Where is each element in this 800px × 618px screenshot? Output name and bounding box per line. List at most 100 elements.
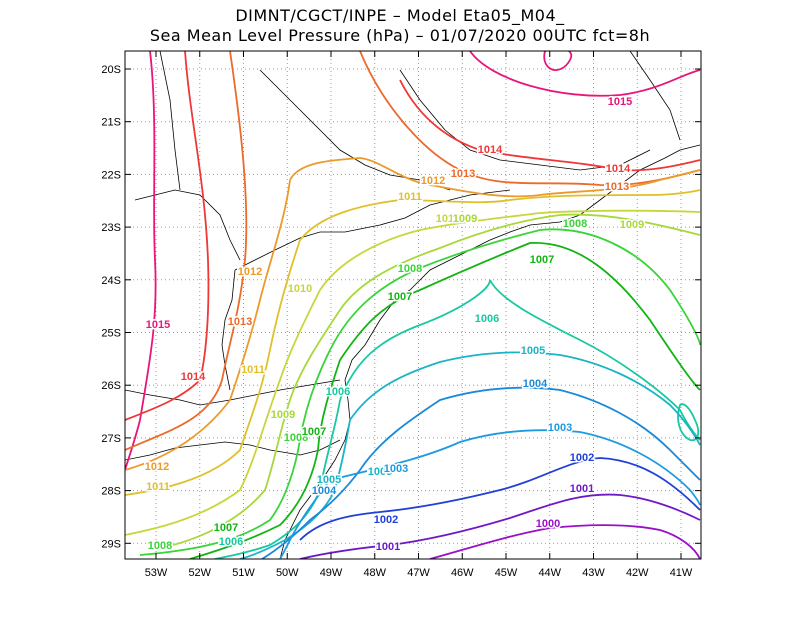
isobar-label-1005: 1005 xyxy=(368,466,392,478)
lat-tick-label: 29S xyxy=(101,538,121,550)
isobar-label-1002: 1002 xyxy=(570,452,594,464)
isobar-label-1007: 1007 xyxy=(530,254,554,266)
isobar-label-1010: 1010 xyxy=(288,283,312,295)
isobar-label-1005: 1005 xyxy=(521,345,545,357)
isobar-label-1008: 1008 xyxy=(284,432,308,444)
isobar-1013 xyxy=(359,51,701,187)
isobar-1015 xyxy=(125,51,157,471)
isobar-1014 xyxy=(125,51,210,421)
lat-tick-label: 25S xyxy=(101,328,121,340)
isobar-1010 xyxy=(125,289,321,536)
map-frame xyxy=(124,50,702,560)
isobar-1002 xyxy=(299,457,701,541)
title-line-2: Sea Mean Level Pressure (hPa) – 01/07/20… xyxy=(149,26,651,45)
isobar-label-1007: 1007 xyxy=(302,426,326,438)
isobar-1012 xyxy=(125,179,291,471)
isobar-label-1014: 1014 xyxy=(606,163,631,175)
title-line-1: DIMNT/CGCT/INPE – Model Eta05_M04_ xyxy=(235,6,565,25)
isobar-1015 xyxy=(543,51,573,71)
isobar-label-1012: 1012 xyxy=(421,175,445,187)
isobar-1008 xyxy=(139,349,331,556)
lon-tick-label: 49W xyxy=(320,567,343,579)
isobar-label-1013: 1013 xyxy=(228,316,252,328)
isobar-1003 xyxy=(329,429,701,506)
isobar-1011 xyxy=(299,189,701,241)
isobar-label-1007: 1007 xyxy=(388,291,412,303)
isobar-1007 xyxy=(189,359,341,559)
lon-tick-label: 48W xyxy=(363,567,386,579)
latitude-axis: 20S 21S 22S 23S 24S 25S 26S 27S 28S 29S xyxy=(101,64,701,550)
isobar-1005 xyxy=(349,351,701,446)
lon-tick-label: 46W xyxy=(451,567,474,579)
lon-tick-label: 42W xyxy=(626,567,649,579)
isobar-label-1008: 1008 xyxy=(148,540,172,552)
lon-tick-label: 47W xyxy=(407,567,430,579)
state-border xyxy=(259,69,451,191)
lat-tick-label: 28S xyxy=(101,486,121,498)
lat-tick-label: 27S xyxy=(101,433,121,445)
isobar-label-1006: 1006 xyxy=(326,386,350,398)
lat-tick-label: 21S xyxy=(101,117,121,129)
isobar-1009 xyxy=(159,309,341,549)
state-border xyxy=(134,189,241,261)
isobar-label-1013: 1013 xyxy=(605,181,629,193)
isobar-label-1000: 1000 xyxy=(536,518,560,530)
isobar-label-1008: 1008 xyxy=(398,263,422,275)
lat-tick-label: 20S xyxy=(101,64,121,76)
isobar-label-1001: 1001 xyxy=(376,541,400,553)
isobar-labels: 1015101510141014101410131013101310121012… xyxy=(143,95,645,555)
isobar-label-1004: 1004 xyxy=(523,378,548,390)
isobar-1010 xyxy=(319,209,701,291)
isobar-label-1003: 1003 xyxy=(384,463,408,475)
isobar-1011 xyxy=(125,239,301,496)
isobar-1006 xyxy=(677,403,700,442)
state-border xyxy=(629,51,681,141)
isobar-label-1004: 1004 xyxy=(312,485,337,497)
lat-tick-label: 22S xyxy=(101,169,121,181)
lon-tick-label: 43W xyxy=(582,567,605,579)
lon-tick-label: 50W xyxy=(276,567,299,579)
lon-tick-label: 51W xyxy=(232,567,255,579)
state-border xyxy=(221,269,236,391)
isobar-label-1001: 1001 xyxy=(570,483,594,495)
state-border xyxy=(125,439,341,461)
coastline xyxy=(279,144,701,559)
isobar-label-1003: 1003 xyxy=(548,422,572,434)
isobar-label-1009: 1009 xyxy=(271,409,295,421)
isobar-1012 xyxy=(289,157,701,198)
lon-tick-label: 41W xyxy=(670,567,693,579)
isobar-label-1012: 1012 xyxy=(238,266,262,278)
lon-tick-label: 45W xyxy=(495,567,518,579)
lon-tick-label: 44W xyxy=(538,567,561,579)
isobar-label-1007: 1007 xyxy=(214,522,238,534)
state-border xyxy=(159,51,181,191)
longitude-axis: 53W 52W 51W 50W 49W 48W 47W 46W 45W 44W 43W 42W 41W xyxy=(145,51,693,579)
isobar-label-1014: 1014 xyxy=(478,144,503,156)
isobar-label-1009: 1009 xyxy=(620,219,644,231)
isobar-label-1002: 1002 xyxy=(374,514,398,526)
isobar-1008 xyxy=(329,228,701,351)
isobar-1001 xyxy=(299,493,701,559)
isobar-label-1011: 1011 xyxy=(241,364,265,376)
lat-tick-label: 23S xyxy=(101,222,121,234)
isobar-label-1010: 1010 xyxy=(436,213,460,225)
graticule xyxy=(125,51,701,559)
isobar-1013 xyxy=(125,51,248,451)
isobar-label-1011: 1011 xyxy=(146,481,170,493)
isobar-1014 xyxy=(399,79,701,172)
isobar-1003 xyxy=(279,479,331,559)
lat-tick-label: 24S xyxy=(101,275,121,287)
isobar-1004 xyxy=(261,469,361,559)
isobar-1009 xyxy=(339,213,701,311)
isobar-1007 xyxy=(339,242,701,391)
isobar-label-1006: 1006 xyxy=(475,313,499,325)
isobar-label-1015: 1015 xyxy=(608,96,632,108)
lon-tick-label: 52W xyxy=(188,567,211,579)
lon-tick-label: 53W xyxy=(145,567,168,579)
isobar-1015 xyxy=(469,51,701,97)
isobar-label-1008: 1008 xyxy=(563,218,587,230)
isobar-label-1014: 1014 xyxy=(181,371,206,383)
isobar-1004 xyxy=(359,386,701,481)
isobar-label-1012: 1012 xyxy=(145,461,169,473)
